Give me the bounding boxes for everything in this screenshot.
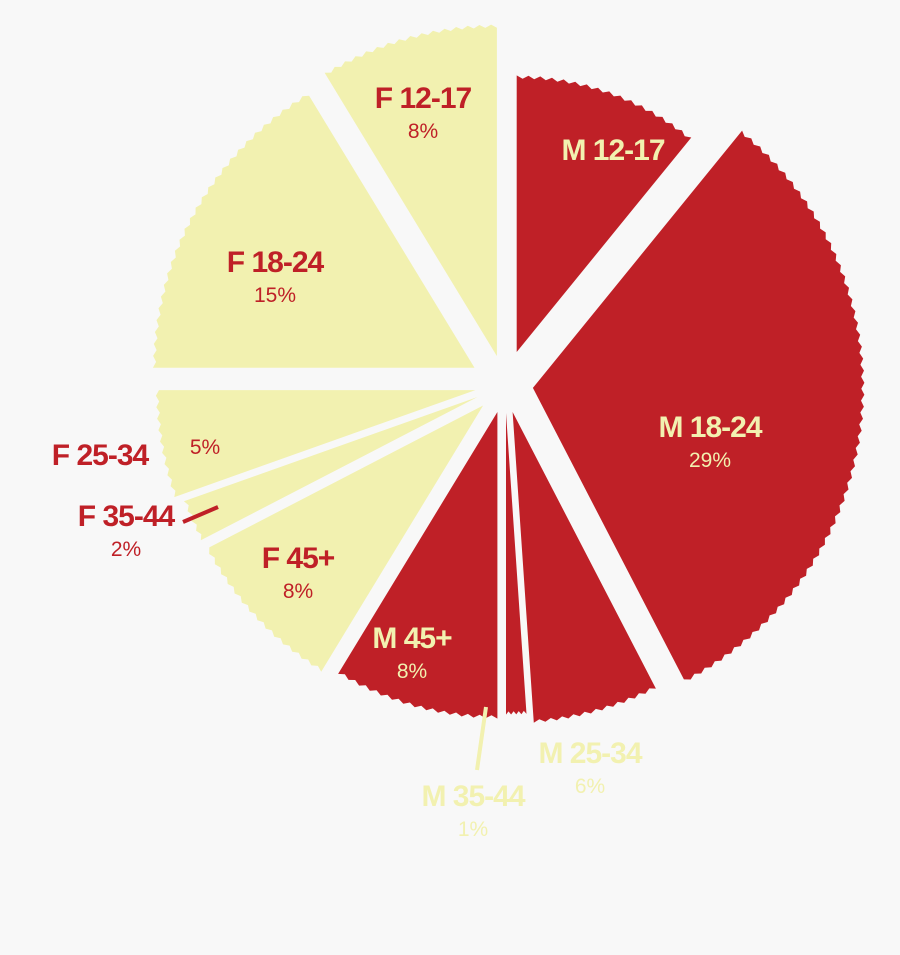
slice-value-label: 29% — [689, 449, 731, 472]
slice-value-label: 1% — [458, 818, 488, 841]
slice-f-25-34 — [155, 390, 476, 498]
slice-label: F 18-24 — [227, 246, 325, 279]
slice-f-45-plus — [209, 405, 484, 672]
slice-f-12-17 — [324, 24, 497, 357]
slice-m-18-24 — [532, 130, 865, 680]
slice-m-25-34 — [512, 412, 656, 723]
slice-m-45-plus — [338, 412, 498, 719]
slice-label: M 18-24 — [658, 411, 762, 444]
slice-label: M 45+ — [372, 622, 452, 655]
slice-label: F 12-17 — [375, 82, 472, 115]
slice-value-label: 8% — [283, 580, 313, 603]
slice-value-label: 6% — [575, 775, 605, 798]
slice-value-label: 5% — [190, 436, 220, 459]
slice-m-12-17 — [516, 75, 692, 353]
slice-value-label: 2% — [111, 538, 141, 561]
slice-value-label: 15% — [254, 284, 296, 307]
slice-f-18-24 — [152, 95, 475, 368]
slice-label: F 35-44 — [78, 500, 176, 533]
slice-label: M 25-34 — [538, 737, 642, 770]
slice-value-label: 8% — [408, 120, 438, 143]
slice-value-label: 8% — [397, 660, 427, 683]
slice-f-35-44 — [183, 397, 478, 541]
slice-m-35-44 — [506, 413, 527, 715]
leader-line-m-35-44 — [475, 706, 488, 771]
slice-label: F 45+ — [262, 542, 335, 575]
leader-line-f-35-44 — [182, 505, 219, 524]
slice-label: M 35-44 — [421, 780, 525, 813]
slice-label: M 12-17 — [561, 134, 664, 167]
slice-label: F 25-34 — [52, 439, 150, 472]
